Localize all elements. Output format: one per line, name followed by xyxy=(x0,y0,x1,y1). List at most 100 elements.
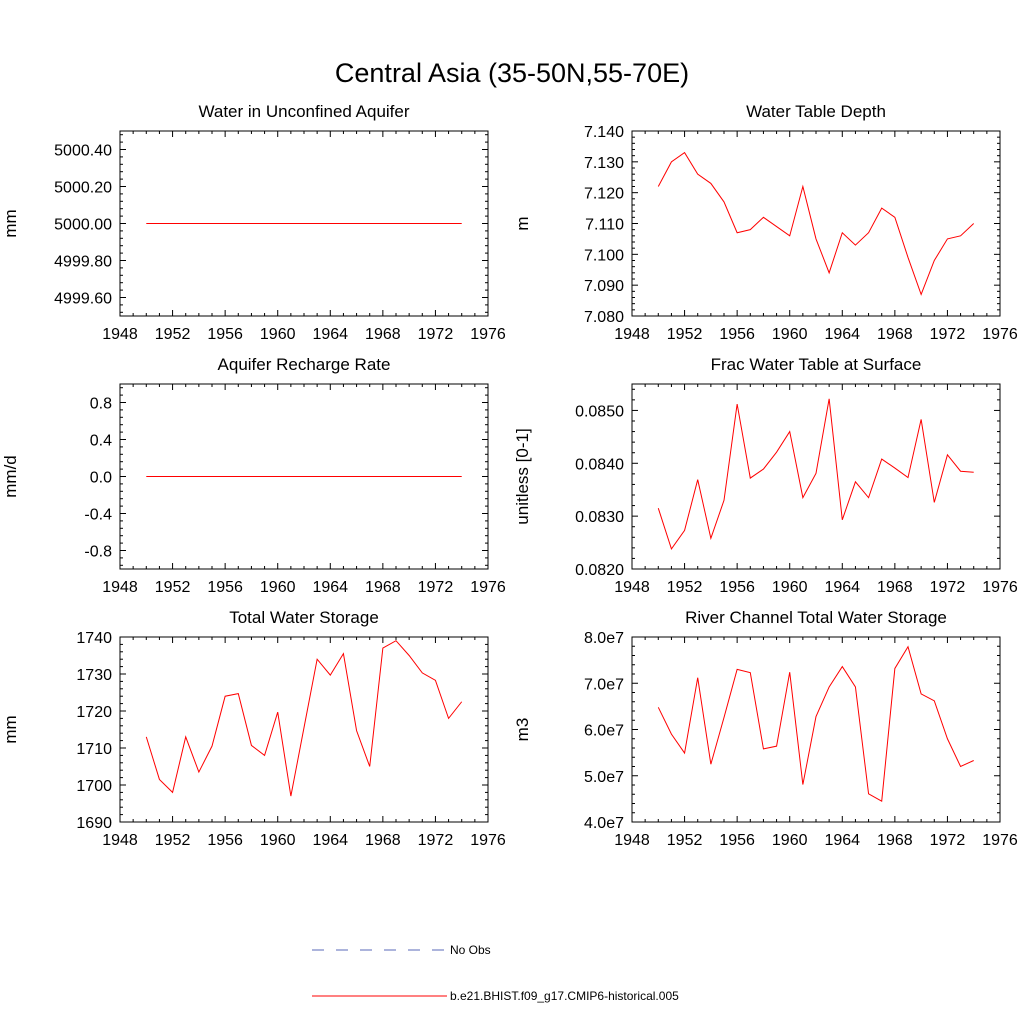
x-tick-label: 1956 xyxy=(207,326,243,343)
figure-title: Central Asia (35-50N,55-70E) xyxy=(335,58,689,88)
x-tick-label: 1952 xyxy=(667,579,703,596)
y-axis-label: mm xyxy=(1,715,20,743)
y-tick-label: 4.0e7 xyxy=(584,815,624,832)
y-tick-label: 4999.80 xyxy=(54,254,112,271)
panel-frac-water-table-at-surface: Frac Water Table at Surface unitless [0-1… xyxy=(513,355,1018,596)
x-tick-label: 1968 xyxy=(877,579,913,596)
x-tick-label: 1952 xyxy=(667,832,703,849)
panel-title: River Channel Total Water Storage xyxy=(685,608,947,627)
y-tick-label: 1730 xyxy=(76,667,112,684)
y-tick-label: 0.0 xyxy=(90,470,112,487)
y-tick-label: 0.0850 xyxy=(575,403,624,420)
plot-frame xyxy=(631,130,1001,317)
plot-frame xyxy=(631,383,1001,570)
y-axis-label: unitless [0-1] xyxy=(513,428,532,524)
legend: No Obs b.e21.BHIST.f09_g17.CMIP6-histori… xyxy=(312,943,679,1003)
panel-water-table-depth: Water Table Depth m 1948 1952 1956 1960 1964 19… xyxy=(513,102,1018,343)
panel-aquifer-recharge-rate: Aquifer Recharge Rate mm/d 1948 1952 1956 196… xyxy=(1,355,506,596)
panel-title: Water in Unconfined Aquifer xyxy=(198,102,409,121)
y-tick-label: 5000.20 xyxy=(54,180,112,197)
series-line-model xyxy=(145,640,463,797)
x-tick-label: 1968 xyxy=(877,326,913,343)
y-tick-label: 7.090 xyxy=(584,278,624,295)
y-axis-label: m xyxy=(513,216,532,230)
x-tick-label: 1960 xyxy=(772,832,808,849)
plot-frame xyxy=(631,636,1001,823)
x-tick-label: 1948 xyxy=(614,326,650,343)
y-tick-label: 7.100 xyxy=(584,247,624,264)
series-line-model xyxy=(657,151,975,296)
x-tick-label: 1948 xyxy=(614,579,650,596)
x-tick-label: 1972 xyxy=(418,832,454,849)
x-tick-label: 1956 xyxy=(207,832,243,849)
panel-title: Aquifer Recharge Rate xyxy=(218,355,391,374)
panel-title: Water Table Depth xyxy=(746,102,886,121)
x-tick-label: 1956 xyxy=(719,326,755,343)
y-tick-label: 7.0e7 xyxy=(584,676,624,693)
y-tick-label: 0.0840 xyxy=(575,456,624,473)
y-tick-label: 1690 xyxy=(76,815,112,832)
x-tick-label: 1964 xyxy=(312,579,348,596)
panel-title: Total Water Storage xyxy=(229,608,379,627)
x-tick-label: 1972 xyxy=(930,832,966,849)
x-tick-label: 1968 xyxy=(365,832,401,849)
x-tick-label: 1960 xyxy=(260,579,296,596)
x-tick-label: 1960 xyxy=(772,579,808,596)
x-tick-label: 1976 xyxy=(982,579,1018,596)
y-tick-label: 1740 xyxy=(76,630,112,647)
y-axis-label: mm/d xyxy=(1,455,20,498)
y-axis-label: m3 xyxy=(513,718,532,742)
y-tick-label: 0.8 xyxy=(90,396,112,413)
y-tick-label: 4999.60 xyxy=(54,291,112,308)
x-tick-label: 1948 xyxy=(102,326,138,343)
y-tick-label: -0.4 xyxy=(84,507,112,524)
x-tick-label: 1968 xyxy=(877,832,913,849)
x-tick-label: 1948 xyxy=(102,832,138,849)
x-tick-label: 1968 xyxy=(365,579,401,596)
y-tick-label: 5.0e7 xyxy=(584,769,624,786)
x-tick-label: 1952 xyxy=(667,326,703,343)
x-tick-label: 1976 xyxy=(982,326,1018,343)
y-tick-label: 1710 xyxy=(76,741,112,758)
panels: Water in Unconfined Aquifer mm 1948 1952 195… xyxy=(1,102,1018,849)
y-tick-label: 6.0e7 xyxy=(584,723,624,740)
y-tick-label: 7.130 xyxy=(584,155,624,172)
y-tick-label: 5000.00 xyxy=(54,217,112,234)
series-line-model xyxy=(657,398,974,551)
x-tick-label: 1964 xyxy=(824,326,860,343)
y-tick-label: 7.110 xyxy=(585,217,624,234)
x-tick-label: 1964 xyxy=(824,832,860,849)
x-tick-label: 1972 xyxy=(418,326,454,343)
y-tick-label: 1720 xyxy=(76,704,112,721)
x-tick-label: 1972 xyxy=(418,579,454,596)
x-tick-label: 1948 xyxy=(102,579,138,596)
panel-total-water-storage: Total Water Storage mm 1948 1952 1956 1960 196… xyxy=(1,608,506,849)
panel-water-in-unconfined-aquifer: Water in Unconfined Aquifer mm 1948 1952 195… xyxy=(1,102,506,343)
x-tick-label: 1956 xyxy=(719,579,755,596)
y-tick-label: 0.0830 xyxy=(575,509,624,526)
x-tick-label: 1972 xyxy=(930,579,966,596)
x-tick-label: 1960 xyxy=(260,326,296,343)
x-tick-label: 1976 xyxy=(470,326,506,343)
x-tick-label: 1956 xyxy=(719,832,755,849)
x-tick-label: 1952 xyxy=(155,579,191,596)
y-tick-label: 8.0e7 xyxy=(584,630,624,647)
x-tick-label: 1976 xyxy=(470,579,506,596)
y-tick-label: 5000.40 xyxy=(54,143,112,160)
y-tick-label: 7.080 xyxy=(584,309,624,326)
series-line-model xyxy=(657,645,974,803)
x-tick-label: 1960 xyxy=(772,326,808,343)
x-tick-label: 1952 xyxy=(155,326,191,343)
x-tick-label: 1964 xyxy=(312,326,348,343)
y-tick-label: 0.0820 xyxy=(575,562,624,579)
y-tick-label: -0.8 xyxy=(84,544,112,561)
x-tick-label: 1956 xyxy=(207,579,243,596)
x-tick-label: 1968 xyxy=(365,326,401,343)
x-tick-label: 1976 xyxy=(470,832,506,849)
y-tick-label: 7.120 xyxy=(584,186,624,203)
panel-river-channel-total-water-storage: River Channel Total Water Storage m3 1948 1… xyxy=(513,608,1018,849)
x-tick-label: 1964 xyxy=(312,832,348,849)
x-tick-label: 1960 xyxy=(260,832,296,849)
x-tick-label: 1952 xyxy=(155,832,191,849)
